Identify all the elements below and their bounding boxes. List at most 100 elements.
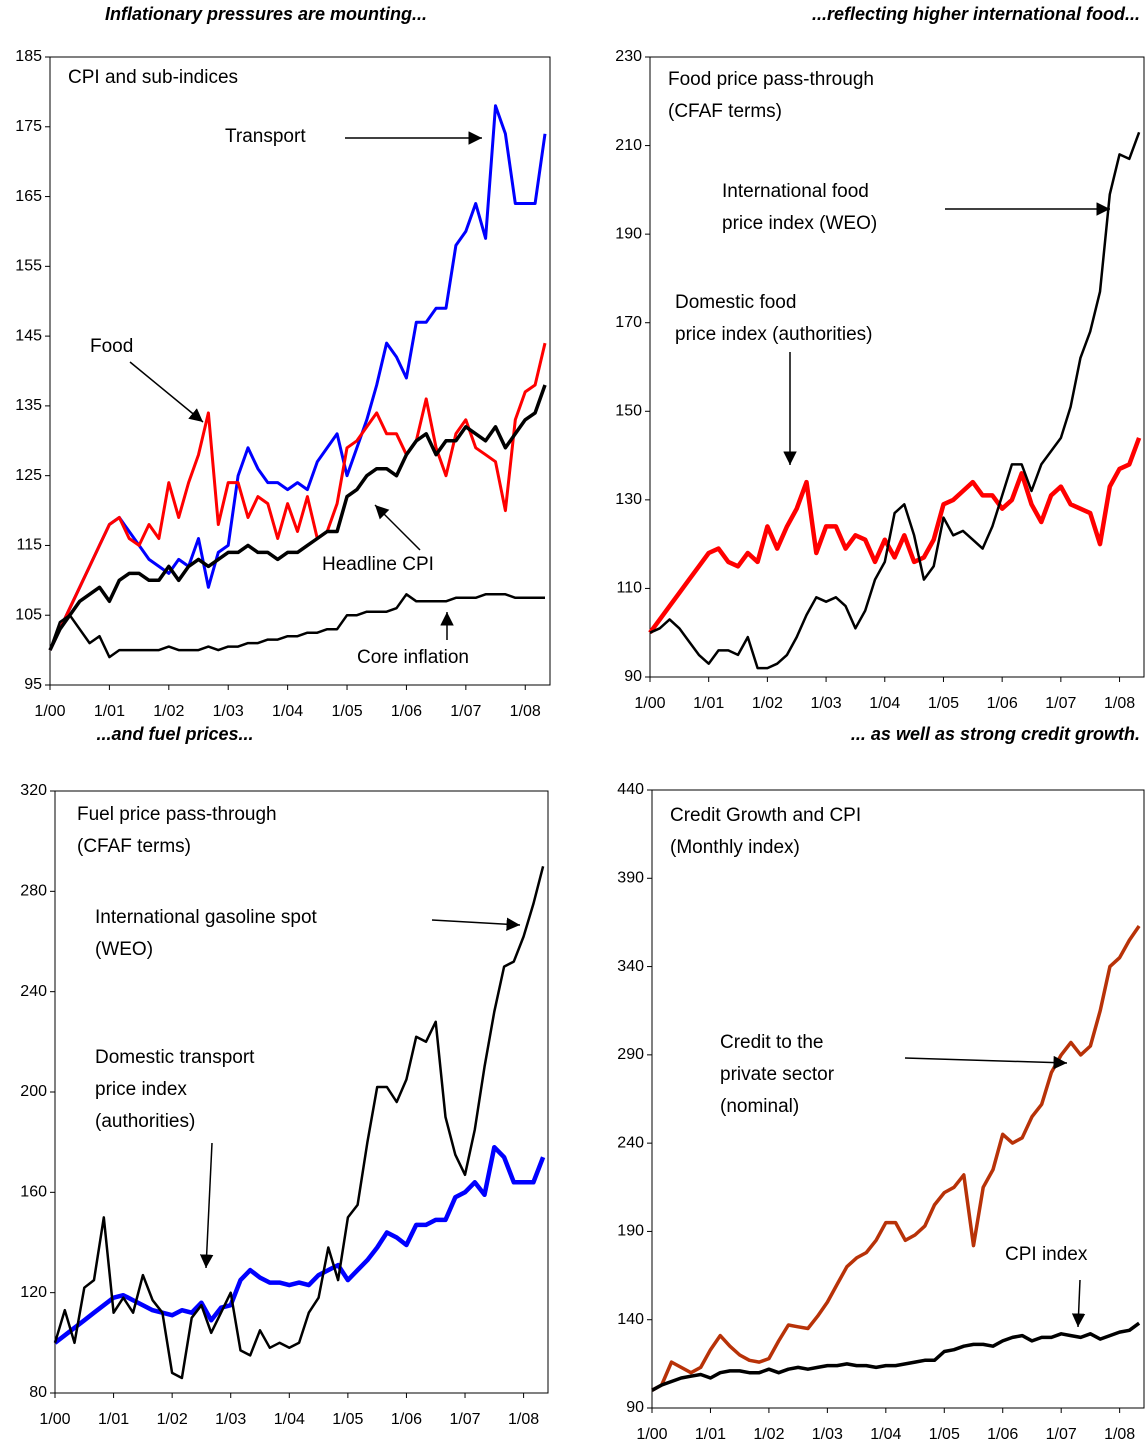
annotation: Transport xyxy=(225,126,306,147)
chart-title: ... as well as strong credit growth. xyxy=(851,724,1140,744)
series-line xyxy=(48,104,547,651)
x-tick-label: 1/01 xyxy=(98,1411,129,1428)
plot-frame xyxy=(49,56,551,686)
annotation: (CFAF terms) xyxy=(668,101,782,122)
arrow xyxy=(1071,1279,1086,1328)
y-tick-label: 110 xyxy=(616,580,642,597)
series-line xyxy=(648,437,1142,635)
y-tick-label: 320 xyxy=(20,782,47,799)
y-tick-label: 150 xyxy=(615,403,642,420)
x-tick-label: 1/01 xyxy=(94,703,125,720)
y-tick-label: 240 xyxy=(617,1134,644,1151)
annotation: Fuel price pass-through xyxy=(77,804,277,825)
y-tick-label: 140 xyxy=(617,1311,644,1328)
y-tick-label: 155 xyxy=(15,258,42,275)
series-line xyxy=(651,925,1141,1392)
series-line xyxy=(48,384,547,651)
annotation: Credit Growth and CPI xyxy=(670,805,861,826)
x-tick-label: 1/00 xyxy=(39,1411,70,1428)
series-line xyxy=(53,865,545,1380)
x-tick-label: 1/03 xyxy=(812,1426,843,1443)
x-tick-label: 1/03 xyxy=(215,1411,246,1428)
x-tick-label: 1/08 xyxy=(1104,695,1135,712)
y-tick-label: 175 xyxy=(15,118,42,135)
y-tick-label: 230 xyxy=(615,48,642,65)
y-tick-label: 190 xyxy=(617,1223,644,1240)
x-tick-label: 1/06 xyxy=(391,1411,422,1428)
arrow xyxy=(374,504,421,551)
x-tick-label: 1/07 xyxy=(450,703,481,720)
arrow xyxy=(904,1055,1068,1070)
y-tick-label: 165 xyxy=(15,188,42,205)
annotation: CPI and sub-indices xyxy=(68,67,238,88)
chart-title: ...reflecting higher international food.… xyxy=(812,4,1140,24)
annotation: Credit to the xyxy=(720,1032,824,1053)
annotation: price index (WEO) xyxy=(722,213,877,234)
x-tick-label: 1/02 xyxy=(753,1426,784,1443)
x-tick-label: 1/08 xyxy=(510,703,541,720)
annotation: (authorities) xyxy=(95,1111,195,1132)
x-tick-label: 1/07 xyxy=(1045,695,1076,712)
arrow xyxy=(199,1142,214,1269)
y-tick-label: 90 xyxy=(626,1399,644,1416)
x-tick-label: 1/04 xyxy=(272,703,303,720)
x-tick-label: 1/05 xyxy=(929,1426,960,1443)
y-tick-label: 115 xyxy=(16,537,42,554)
annotation: price index (authorities) xyxy=(675,324,872,345)
y-tick-label: 90 xyxy=(624,668,642,685)
x-tick-label: 1/04 xyxy=(274,1411,305,1428)
annotation: (nominal) xyxy=(720,1096,799,1117)
x-tick-label: 1/02 xyxy=(153,703,184,720)
y-tick-label: 135 xyxy=(15,397,42,414)
annotation: price index xyxy=(95,1079,187,1100)
y-tick-label: 130 xyxy=(615,491,642,508)
arrow xyxy=(129,361,204,423)
x-tick-label: 1/01 xyxy=(695,1426,726,1443)
x-tick-label: 1/05 xyxy=(331,703,362,720)
annotation: International food xyxy=(722,181,869,202)
y-tick-label: 125 xyxy=(15,467,42,484)
y-tick-label: 390 xyxy=(617,870,644,887)
x-tick-label: 1/03 xyxy=(811,695,842,712)
series-line xyxy=(649,131,1141,670)
series-line xyxy=(48,593,545,659)
x-tick-label: 1/03 xyxy=(213,703,244,720)
x-tick-label: 1/08 xyxy=(1104,1426,1135,1443)
y-tick-label: 210 xyxy=(615,137,642,154)
annotation: Core inflation xyxy=(357,647,469,668)
x-tick-label: 1/08 xyxy=(508,1411,539,1428)
x-tick-label: 1/07 xyxy=(1046,1426,1077,1443)
x-tick-label: 1/05 xyxy=(332,1411,363,1428)
x-tick-label: 1/01 xyxy=(693,695,724,712)
annotation: Food xyxy=(90,336,133,357)
annotation: International gasoline spot xyxy=(95,907,318,928)
x-tick-label: 1/06 xyxy=(391,703,422,720)
y-tick-label: 80 xyxy=(29,1384,47,1401)
annotation: (CFAF terms) xyxy=(77,836,191,857)
annotation: Headline CPI xyxy=(322,554,434,575)
annotation: CPI index xyxy=(1005,1244,1088,1265)
x-tick-label: 1/00 xyxy=(34,703,65,720)
series-line xyxy=(48,342,547,651)
x-tick-label: 1/05 xyxy=(928,695,959,712)
x-tick-label: 1/04 xyxy=(869,695,900,712)
y-tick-label: 185 xyxy=(15,48,42,65)
annotation: Domestic transport xyxy=(95,1047,255,1068)
plot-frame xyxy=(651,789,1145,1409)
series-line xyxy=(53,1144,546,1345)
annotation: Food price pass-through xyxy=(668,69,874,90)
chart-title: Inflationary pressures are mounting... xyxy=(105,4,427,24)
x-tick-label: 1/02 xyxy=(157,1411,188,1428)
y-tick-label: 440 xyxy=(617,781,644,798)
y-tick-label: 160 xyxy=(20,1184,47,1201)
y-tick-label: 340 xyxy=(617,958,644,975)
x-tick-label: 1/02 xyxy=(752,695,783,712)
y-tick-label: 170 xyxy=(615,314,642,331)
y-tick-label: 200 xyxy=(20,1083,47,1100)
y-tick-label: 120 xyxy=(20,1284,47,1301)
y-tick-label: 280 xyxy=(20,883,47,900)
x-tick-label: 1/00 xyxy=(634,695,665,712)
annotation: Domestic food xyxy=(675,292,796,313)
x-tick-label: 1/06 xyxy=(987,1426,1018,1443)
